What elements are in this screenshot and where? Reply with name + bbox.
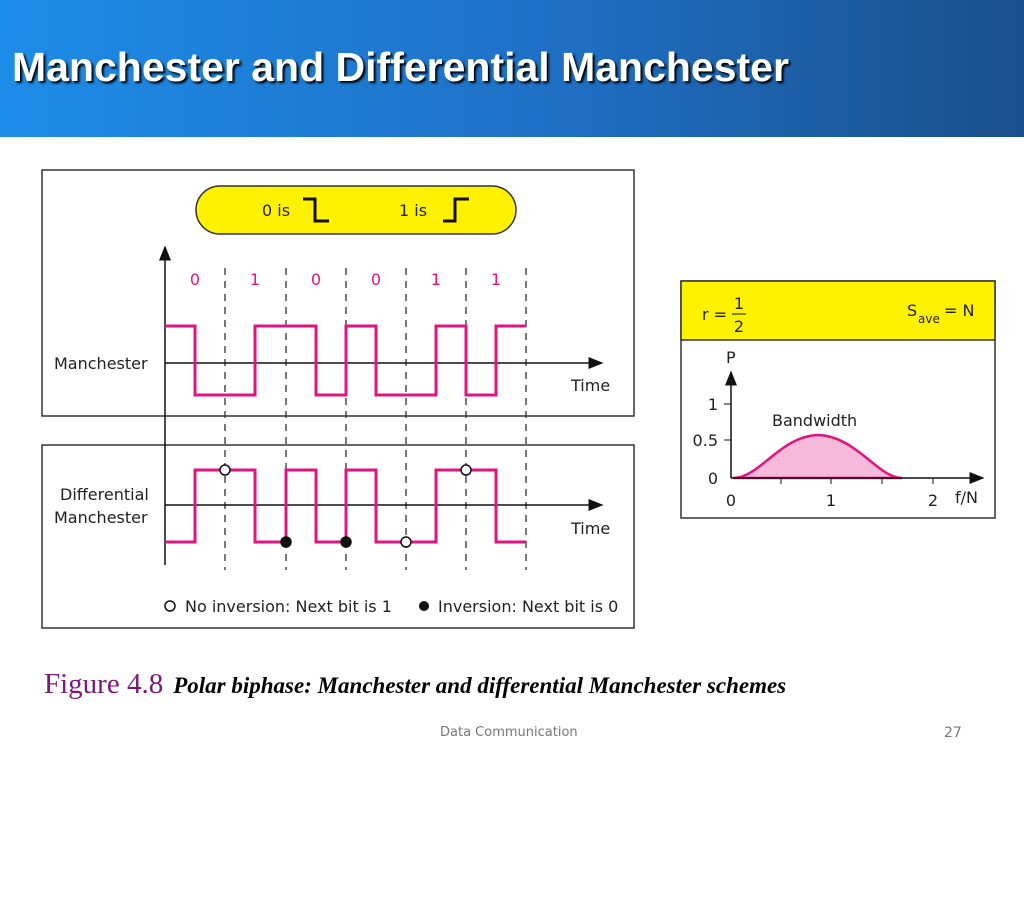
slide: Manchester and Differential Manchester 0…: [0, 0, 1024, 741]
key: No inversion: Next bit is 1: [185, 597, 392, 616]
caption-text: Polar biphase: Manchester and differenti…: [173, 673, 787, 698]
page-number: 27: [944, 725, 962, 741]
manchester-wave: [165, 324, 526, 397]
label: Manchester: [54, 354, 148, 373]
rate-num: 1: [734, 294, 744, 313]
legend-one: 1 is: [399, 201, 427, 220]
key-icon: [419, 601, 429, 611]
title: Manchester and Differential Manchester: [12, 44, 789, 90]
save-sub: ave: [918, 312, 940, 326]
key: Inversion: Next bit is 0: [438, 597, 618, 616]
x-label: f/N: [955, 488, 978, 507]
footer: Data Communication: [440, 725, 578, 740]
label: Manchester: [54, 508, 148, 527]
bandwidth-label: Bandwidth: [772, 411, 857, 430]
caption: Figure 4.8 Polar biphase: Manchester and …: [44, 668, 786, 701]
tick-label: 2: [928, 491, 938, 510]
bit: 1: [250, 270, 260, 289]
header: Manchester and Differential Manchester: [0, 0, 1024, 137]
tick-label: 0: [708, 469, 718, 488]
p-label: P: [726, 348, 736, 367]
save: S: [907, 301, 917, 320]
rate: r =: [702, 305, 727, 324]
bits: 0 1 0 0 1 1: [190, 270, 501, 289]
diagram: 0 is 1 is 0 1 0 0 1 1 Manchester Time Di…: [41, 169, 996, 629]
tick-label: 1: [826, 491, 836, 510]
diff-box: [41, 444, 635, 629]
label: Differential: [60, 485, 149, 504]
one-icon: [443, 197, 469, 223]
bit: 0: [371, 270, 381, 289]
bit: 1: [491, 270, 501, 289]
label: Time: [570, 376, 610, 395]
spectrum-header: [680, 280, 996, 341]
tick-label: 1: [708, 395, 718, 414]
rate-den: 2: [734, 317, 744, 336]
zero-icon: [303, 197, 329, 223]
figure-number: Figure 4.8: [44, 668, 164, 700]
bit: 1: [431, 270, 441, 289]
tick-label: 0: [726, 491, 736, 510]
markers: [219, 464, 472, 548]
legend-zero: 0 is: [262, 201, 290, 220]
tick-label: 0.5: [693, 431, 718, 450]
legend-pill: [195, 185, 517, 235]
bit: 0: [311, 270, 321, 289]
key-icon: [164, 600, 176, 612]
diff-wave: [165, 468, 526, 544]
ticks: [724, 403, 934, 484]
bandwidth-curve: [732, 433, 903, 480]
save-eq: = N: [944, 301, 974, 320]
label: Time: [570, 519, 610, 538]
bit: 0: [190, 270, 200, 289]
